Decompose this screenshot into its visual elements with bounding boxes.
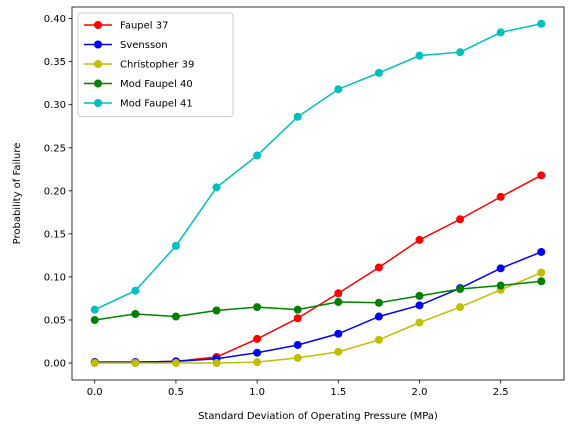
data-point-svensson: [253, 348, 262, 357]
data-point-faupel-37: [537, 171, 546, 180]
data-point-mod-faupel-41: [374, 68, 383, 77]
y-tick-label: 0.05: [44, 315, 66, 326]
axes-frame: [71, 6, 565, 381]
data-point-christopher-39: [334, 347, 343, 356]
series-line-mod-faupel-40: [94, 280, 542, 321]
legend-item-mod-faupel-40: Mod Faupel 40: [84, 79, 193, 90]
data-point-christopher-39: [456, 303, 465, 312]
y-axis: 0.00 0.05 0.10 0.15 0.20 0.25 0.30 0.35 0.40: [44, 14, 72, 370]
data-point-mod-faupel-40: [415, 291, 424, 300]
data-point-mod-faupel-41: [415, 51, 424, 60]
y-tick-label: 0.25: [44, 143, 66, 154]
legend-label: Christopher 39: [120, 60, 194, 71]
data-point-mod-faupel-40: [90, 315, 99, 324]
data-point-mod-faupel-41: [334, 85, 343, 94]
legend-label: Svensson: [120, 40, 168, 51]
legend-item-svensson: Svensson: [84, 40, 168, 51]
data-point-christopher-39: [90, 359, 99, 368]
data-point-mod-faupel-40: [496, 281, 505, 290]
data-point-mod-faupel-41: [131, 286, 140, 295]
series-christopher-39: [90, 268, 546, 368]
data-point-mod-faupel-41: [171, 241, 180, 250]
y-tick-label: 0.00: [44, 359, 66, 370]
legend-marker: [94, 40, 102, 49]
y-tick-label: 0.15: [44, 229, 66, 240]
y-axis-label: Probability of Failure: [12, 143, 23, 245]
x-tick-label: 2.5: [493, 387, 509, 398]
x-tick-label: 0.5: [168, 387, 184, 398]
legend-marker: [94, 99, 102, 107]
y-tick-label: 0.10: [44, 272, 66, 283]
data-point-mod-faupel-40: [253, 303, 262, 312]
data-point-mod-faupel-41: [253, 151, 262, 160]
legend-marker: [94, 60, 102, 68]
x-axis-label: Standard Deviation of Operating Pressure…: [198, 411, 438, 422]
legend: Faupel 37 Svensson Christopher 39 Mod Faupe…: [77, 12, 234, 117]
data-point-mod-faupel-40: [537, 277, 546, 286]
data-point-christopher-39: [374, 335, 383, 344]
data-point-mod-faupel-41: [537, 19, 546, 28]
data-point-svensson: [496, 264, 505, 273]
y-tick-label: 0.35: [44, 57, 66, 68]
plot-area: [90, 19, 546, 368]
data-point-svensson: [415, 301, 424, 310]
y-tick-label: 0.40: [44, 14, 66, 25]
series-line-christopher-39: [94, 271, 542, 364]
legend-item-christopher-39: Christopher 39: [84, 60, 194, 71]
data-point-mod-faupel-40: [456, 284, 465, 293]
data-point-mod-faupel-40: [171, 312, 180, 321]
x-tick-label: 0.0: [87, 387, 103, 398]
data-point-mod-faupel-41: [456, 48, 465, 57]
data-point-christopher-39: [293, 353, 302, 362]
data-point-mod-faupel-41: [293, 112, 302, 121]
data-point-christopher-39: [537, 268, 546, 277]
series-mod-faupel-41: [90, 19, 546, 314]
data-point-svensson: [537, 247, 546, 256]
x-tick-label: 2.0: [412, 387, 428, 398]
data-point-christopher-39: [131, 359, 140, 368]
legend-label: Mod Faupel 40: [120, 79, 193, 90]
legend-item-mod-faupel-41: Mod Faupel 41: [84, 99, 193, 110]
legend-item-faupel-37: Faupel 37: [84, 21, 168, 32]
data-point-faupel-37: [253, 334, 262, 343]
legend-label: Mod Faupel 41: [120, 99, 193, 110]
series-line-mod-faupel-41: [94, 23, 542, 311]
legend-marker: [94, 21, 102, 29]
data-point-mod-faupel-40: [293, 305, 302, 314]
data-point-mod-faupel-41: [90, 305, 99, 314]
x-tick-label: 1.0: [249, 387, 265, 398]
data-point-mod-faupel-41: [496, 28, 505, 37]
data-point-mod-faupel-40: [131, 309, 140, 318]
data-point-faupel-37: [334, 289, 343, 298]
data-point-mod-faupel-41: [212, 183, 221, 192]
legend-box: [77, 12, 234, 117]
data-point-faupel-37: [496, 192, 505, 201]
data-point-faupel-37: [374, 263, 383, 272]
data-point-faupel-37: [293, 314, 302, 323]
data-point-christopher-39: [415, 318, 424, 327]
data-point-mod-faupel-40: [374, 298, 383, 307]
x-tick-label: 1.5: [330, 387, 346, 398]
data-point-faupel-37: [415, 235, 424, 244]
legend-label: Faupel 37: [120, 21, 168, 32]
data-point-christopher-39: [212, 359, 221, 368]
y-tick-label: 0.20: [44, 186, 66, 197]
data-point-mod-faupel-40: [212, 306, 221, 315]
x-axis: 0.0 0.5 1.0 1.5 2.0 2.5: [87, 380, 509, 398]
y-tick-label: 0.30: [44, 100, 66, 111]
data-point-svensson: [374, 312, 383, 321]
data-point-svensson: [293, 340, 302, 349]
data-point-christopher-39: [253, 358, 262, 367]
data-point-christopher-39: [171, 359, 180, 368]
data-point-svensson: [334, 329, 343, 338]
series-mod-faupel-40: [90, 277, 546, 324]
legend-marker: [94, 79, 102, 88]
data-point-mod-faupel-40: [334, 297, 343, 306]
series-line-svensson: [94, 251, 542, 363]
data-point-faupel-37: [456, 215, 465, 224]
